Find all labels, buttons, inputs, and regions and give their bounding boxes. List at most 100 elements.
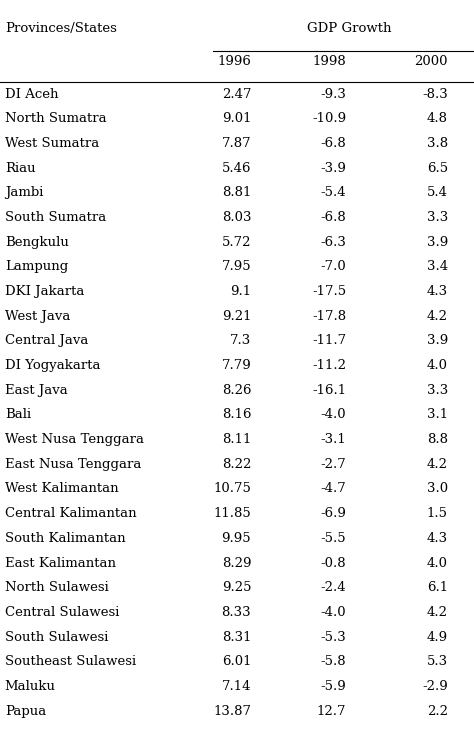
Text: 4.2: 4.2 [427,310,448,322]
Text: 8.29: 8.29 [222,557,251,569]
Text: Central Kalimantan: Central Kalimantan [5,507,137,520]
Text: -10.9: -10.9 [312,112,346,125]
Text: 8.33: 8.33 [221,606,251,619]
Text: 3.1: 3.1 [427,408,448,421]
Text: South Sulawesi: South Sulawesi [5,631,108,643]
Text: -5.8: -5.8 [320,655,346,668]
Text: North Sulawesi: North Sulawesi [5,581,109,594]
Text: East Kalimantan: East Kalimantan [5,557,116,569]
Text: 4.2: 4.2 [427,606,448,619]
Text: 9.25: 9.25 [222,581,251,594]
Text: DI Yogyakarta: DI Yogyakarta [5,359,100,372]
Text: 7.3: 7.3 [230,334,251,347]
Text: 4.3: 4.3 [427,532,448,545]
Text: DI Aceh: DI Aceh [5,88,58,100]
Text: -6.8: -6.8 [320,211,346,224]
Text: 3.4: 3.4 [427,260,448,273]
Text: 4.2: 4.2 [427,458,448,470]
Text: 9.01: 9.01 [222,112,251,125]
Text: 9.21: 9.21 [222,310,251,322]
Text: 1998: 1998 [312,55,346,67]
Text: 4.0: 4.0 [427,557,448,569]
Text: 4.8: 4.8 [427,112,448,125]
Text: -2.9: -2.9 [422,680,448,693]
Text: DKI Jakarta: DKI Jakarta [5,285,84,298]
Text: -2.4: -2.4 [320,581,346,594]
Text: West Sumatra: West Sumatra [5,137,99,150]
Text: Lampung: Lampung [5,260,68,273]
Text: 4.0: 4.0 [427,359,448,372]
Text: 5.46: 5.46 [222,162,251,174]
Text: -4.7: -4.7 [320,482,346,495]
Text: -0.8: -0.8 [320,557,346,569]
Text: -3.9: -3.9 [320,162,346,174]
Text: -17.5: -17.5 [312,285,346,298]
Text: Riau: Riau [5,162,36,174]
Text: 11.85: 11.85 [213,507,251,520]
Text: 13.87: 13.87 [213,705,251,717]
Text: 7.87: 7.87 [221,137,251,150]
Text: -4.0: -4.0 [320,606,346,619]
Text: 2000: 2000 [414,55,448,67]
Text: -7.0: -7.0 [320,260,346,273]
Text: Central Sulawesi: Central Sulawesi [5,606,119,619]
Text: 5.72: 5.72 [222,236,251,248]
Text: Bengkulu: Bengkulu [5,236,69,248]
Text: 8.03: 8.03 [222,211,251,224]
Text: -6.9: -6.9 [320,507,346,520]
Text: -5.9: -5.9 [320,680,346,693]
Text: -5.5: -5.5 [320,532,346,545]
Text: -2.7: -2.7 [320,458,346,470]
Text: 8.16: 8.16 [222,408,251,421]
Text: Papua: Papua [5,705,46,717]
Text: 4.3: 4.3 [427,285,448,298]
Text: North Sumatra: North Sumatra [5,112,106,125]
Text: 6.5: 6.5 [427,162,448,174]
Text: -5.3: -5.3 [320,631,346,643]
Text: Southeast Sulawesi: Southeast Sulawesi [5,655,136,668]
Text: 12.7: 12.7 [317,705,346,717]
Text: 1996: 1996 [218,55,251,67]
Text: -6.3: -6.3 [320,236,346,248]
Text: -11.7: -11.7 [312,334,346,347]
Text: -5.4: -5.4 [320,186,346,199]
Text: 10.75: 10.75 [213,482,251,495]
Text: 7.14: 7.14 [222,680,251,693]
Text: GDP Growth: GDP Growth [307,22,392,35]
Text: -17.8: -17.8 [312,310,346,322]
Text: 4.9: 4.9 [427,631,448,643]
Text: -6.8: -6.8 [320,137,346,150]
Text: South Kalimantan: South Kalimantan [5,532,125,545]
Text: East Nusa Tenggara: East Nusa Tenggara [5,458,141,470]
Text: 8.31: 8.31 [222,631,251,643]
Text: 6.1: 6.1 [427,581,448,594]
Text: South Sumatra: South Sumatra [5,211,106,224]
Text: -3.1: -3.1 [320,433,346,446]
Text: West Java: West Java [5,310,70,322]
Text: 7.79: 7.79 [221,359,251,372]
Text: -4.0: -4.0 [320,408,346,421]
Text: 8.8: 8.8 [427,433,448,446]
Text: Jambi: Jambi [5,186,43,199]
Text: -8.3: -8.3 [422,88,448,100]
Text: West Nusa Tenggara: West Nusa Tenggara [5,433,144,446]
Text: Provinces/States: Provinces/States [5,22,117,35]
Text: Bali: Bali [5,408,31,421]
Text: -16.1: -16.1 [312,384,346,396]
Text: 8.11: 8.11 [222,433,251,446]
Text: 9.95: 9.95 [221,532,251,545]
Text: 9.1: 9.1 [230,285,251,298]
Text: 3.3: 3.3 [427,211,448,224]
Text: East Java: East Java [5,384,67,396]
Text: -11.2: -11.2 [312,359,346,372]
Text: 8.81: 8.81 [222,186,251,199]
Text: -9.3: -9.3 [320,88,346,100]
Text: 2.47: 2.47 [222,88,251,100]
Text: 5.4: 5.4 [427,186,448,199]
Text: West Kalimantan: West Kalimantan [5,482,118,495]
Text: 5.3: 5.3 [427,655,448,668]
Text: Central Java: Central Java [5,334,88,347]
Text: 2.2: 2.2 [427,705,448,717]
Text: 3.3: 3.3 [427,384,448,396]
Text: 3.9: 3.9 [427,334,448,347]
